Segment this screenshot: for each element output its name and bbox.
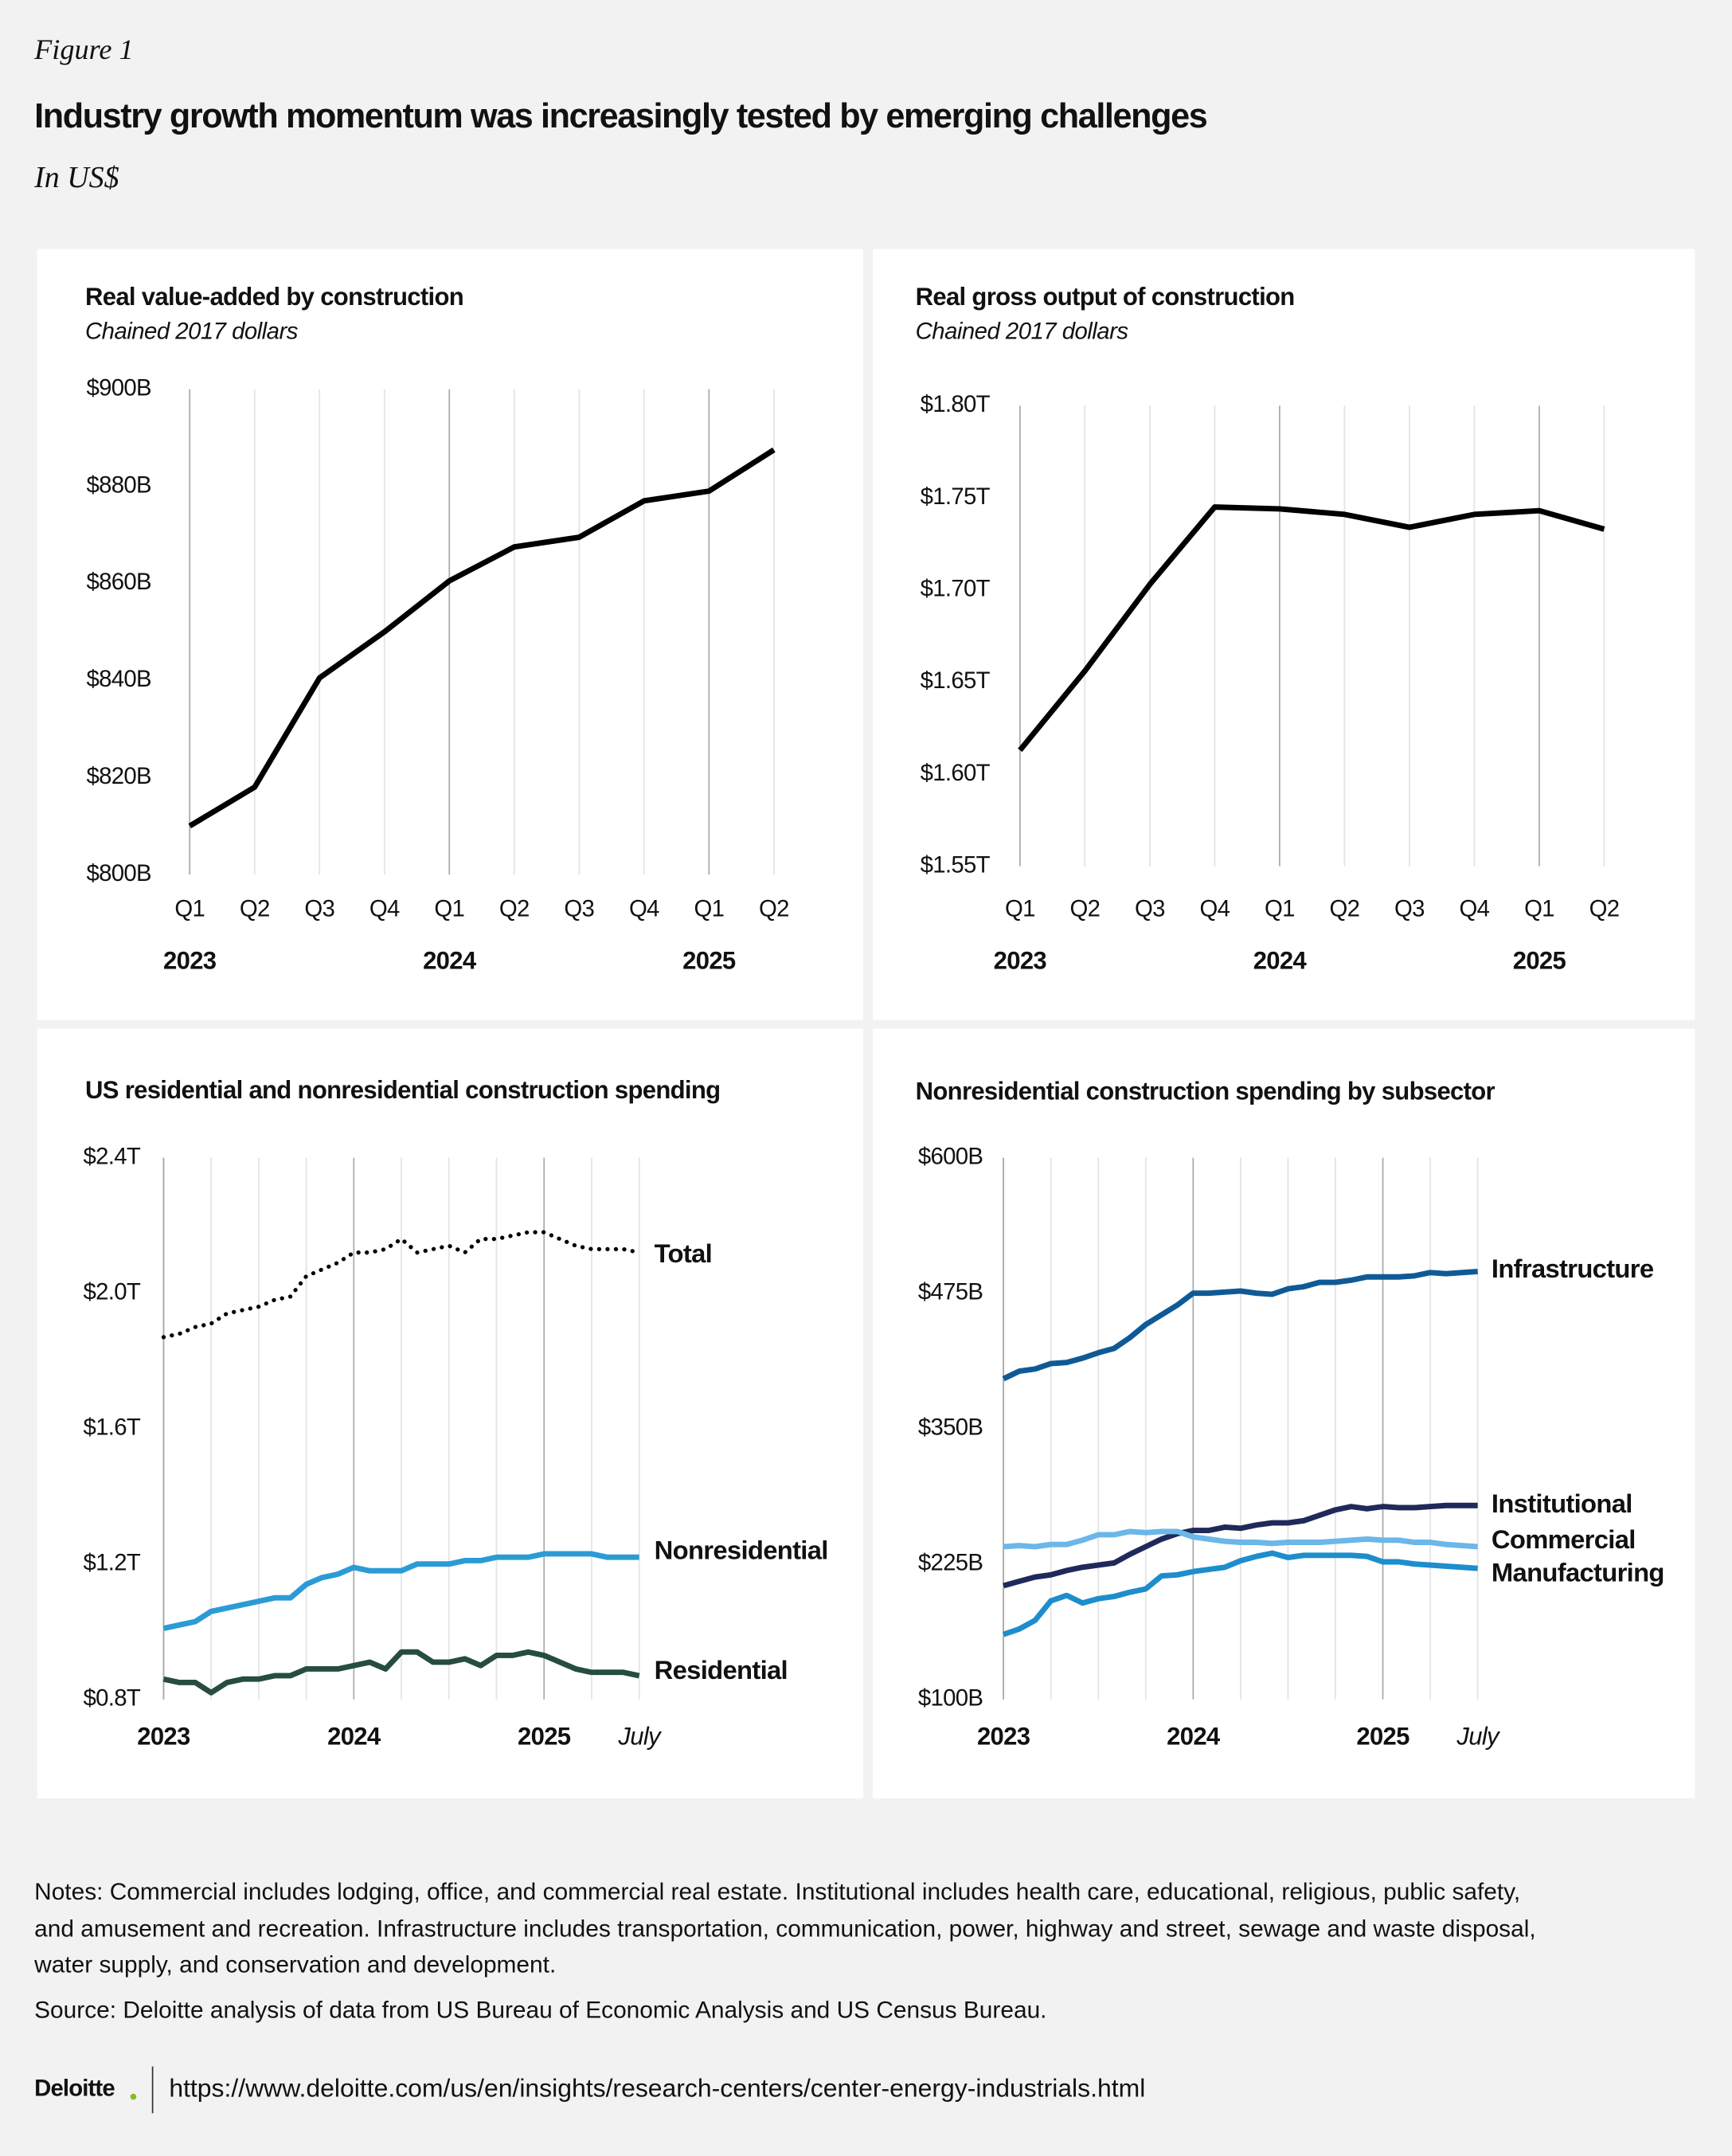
x-tick-label: Q1	[1265, 896, 1295, 922]
panel	[873, 248, 1695, 1020]
x-tick-label: Q2	[240, 896, 270, 922]
chart-subtitle: Chained 2017 dollars	[85, 319, 299, 345]
y-tick-label: $225B	[918, 1549, 983, 1575]
chart-title: US residential and nonresidential constr…	[85, 1076, 720, 1104]
x-tick-label: Q2	[499, 896, 530, 922]
x-tick-label: Q3	[304, 896, 334, 922]
x-tick-label: Q4	[1200, 896, 1230, 922]
x-group-label: 2024	[1253, 947, 1308, 975]
chart-subtitle: Chained 2017 dollars	[916, 319, 1129, 345]
x-tick-label: Q3	[1135, 896, 1165, 922]
series-line	[1003, 1502, 1478, 1589]
notes-line: Notes: Commercial includes lodging, offi…	[34, 1879, 1520, 1905]
y-tick-label: $800B	[87, 860, 151, 886]
footer-url[interactable]: https://www.deloitte.com/us/en/insights/…	[169, 2073, 1145, 2102]
x-tick-label: Q4	[629, 896, 659, 922]
x-tick-label: Q4	[369, 896, 400, 922]
x-group-label: 2023	[163, 947, 217, 975]
panel	[873, 1028, 1695, 1799]
series-line	[1003, 1528, 1478, 1550]
chart-title: Real value-added by construction	[85, 283, 463, 311]
series-line	[162, 1551, 639, 1631]
x-tick-label: 2025	[518, 1722, 571, 1750]
series-label: Institutional	[1492, 1489, 1632, 1518]
y-tick-label: $1.65T	[921, 667, 991, 694]
series-label: Nonresidential	[655, 1536, 828, 1565]
y-tick-label: $2.4T	[84, 1143, 141, 1169]
panel	[37, 1028, 864, 1799]
series-label: Commercial	[1492, 1524, 1636, 1554]
x-tick-label: Q1	[1524, 896, 1554, 922]
y-tick-label: $600B	[918, 1143, 983, 1169]
y-tick-label: $1.55T	[921, 851, 991, 878]
y-tick-label: $1.80T	[921, 391, 991, 417]
notes-line: water supply, and conservation and devel…	[33, 1952, 556, 1978]
series-label: Residential	[655, 1655, 788, 1684]
series-label: Infrastructure	[1492, 1254, 1654, 1283]
y-tick-label: $820B	[87, 763, 151, 789]
y-tick-label: $840B	[87, 666, 151, 692]
x-tick-label: 2024	[327, 1722, 381, 1750]
chart-title: Real gross output of construction	[916, 283, 1295, 311]
x-tick-label: Q3	[1394, 896, 1425, 922]
series-line	[188, 447, 776, 829]
y-tick-label: $2.0T	[84, 1278, 141, 1305]
y-tick-label: $880B	[87, 472, 151, 498]
y-tick-label: $1.6T	[84, 1414, 141, 1440]
series-line	[162, 1649, 640, 1696]
y-tick-label: $1.70T	[921, 575, 991, 601]
x-tick-label: Q1	[174, 896, 205, 922]
x-tick-label: July	[617, 1722, 663, 1750]
x-tick-label: Q1	[694, 896, 724, 922]
x-group-label: 2025	[682, 947, 736, 975]
logo-dot	[130, 2093, 137, 2100]
y-tick-label: $1.2T	[84, 1549, 141, 1575]
series-line	[1003, 1550, 1478, 1638]
series-line	[1002, 1268, 1478, 1382]
x-tick-label: Q4	[1460, 896, 1490, 922]
x-tick-label: 2024	[1167, 1722, 1221, 1750]
y-tick-label: $1.75T	[921, 483, 991, 510]
x-tick-label: Q3	[564, 896, 594, 922]
x-tick-label: Q1	[434, 896, 464, 922]
source: Source: Deloitte analysis of data from U…	[34, 1997, 1046, 2023]
x-tick-label: Q2	[1589, 896, 1620, 922]
x-tick-label: Q2	[759, 896, 789, 922]
x-tick-label: July	[1456, 1722, 1501, 1750]
y-tick-label: $900B	[87, 374, 151, 401]
y-tick-label: $100B	[918, 1684, 983, 1711]
x-tick-label: Q1	[1005, 896, 1035, 922]
x-tick-label: 2023	[977, 1722, 1030, 1750]
x-tick-label: Q2	[1330, 896, 1360, 922]
y-tick-label: $350B	[918, 1414, 983, 1440]
panel	[37, 248, 864, 1020]
figure-subtitle: In US$	[33, 161, 119, 194]
series-line	[161, 1230, 642, 1340]
x-group-label: 2024	[423, 947, 477, 975]
figure-title: Industry growth momentum was increasingl…	[34, 97, 1207, 135]
y-tick-label: $860B	[87, 569, 151, 595]
logo: Deloitte	[34, 2076, 115, 2102]
chart-title: Nonresidential construction spending by …	[916, 1078, 1495, 1105]
y-tick-label: $1.60T	[921, 760, 991, 786]
x-group-label: 2023	[994, 947, 1047, 975]
notes-line: and amusement and recreation. Infrastruc…	[34, 1916, 1536, 1943]
x-tick-label: 2025	[1356, 1722, 1409, 1750]
x-tick-label: Q2	[1069, 896, 1100, 922]
series-line	[1018, 504, 1605, 753]
figure-label: Figure 1	[33, 33, 134, 65]
y-tick-label: $475B	[918, 1278, 983, 1305]
y-tick-label: $0.8T	[84, 1684, 141, 1711]
series-label: Manufacturing	[1492, 1557, 1664, 1587]
series-label: Total	[655, 1238, 712, 1268]
x-group-label: 2025	[1513, 947, 1566, 975]
x-tick-label: 2023	[137, 1722, 190, 1750]
